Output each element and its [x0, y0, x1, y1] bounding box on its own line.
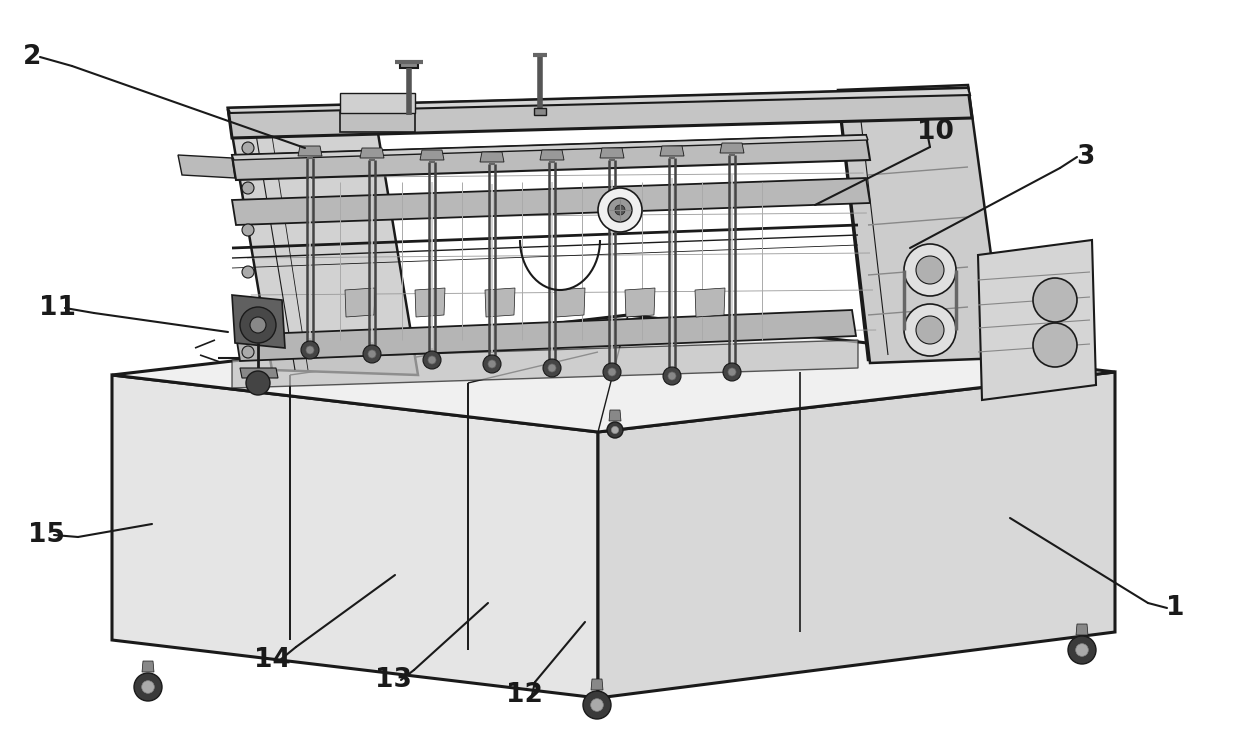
Circle shape [368, 350, 376, 358]
Circle shape [246, 371, 270, 395]
Text: 1: 1 [1166, 595, 1184, 621]
Polygon shape [232, 178, 870, 225]
Polygon shape [660, 146, 684, 156]
Polygon shape [232, 295, 285, 348]
Polygon shape [625, 288, 655, 317]
Circle shape [242, 346, 254, 358]
Circle shape [1033, 278, 1078, 322]
Polygon shape [600, 148, 624, 158]
Polygon shape [539, 150, 564, 160]
Circle shape [242, 182, 254, 194]
Circle shape [668, 372, 676, 380]
Polygon shape [241, 368, 278, 378]
Polygon shape [232, 135, 870, 180]
Polygon shape [1076, 624, 1087, 635]
Polygon shape [236, 310, 856, 361]
Text: 12: 12 [506, 682, 542, 708]
Text: 14: 14 [254, 647, 290, 673]
Circle shape [663, 367, 681, 385]
Polygon shape [143, 661, 154, 672]
Polygon shape [720, 143, 744, 153]
Circle shape [548, 364, 556, 372]
Polygon shape [228, 88, 972, 138]
Circle shape [916, 316, 944, 344]
Circle shape [904, 304, 956, 356]
Polygon shape [534, 108, 546, 115]
Polygon shape [401, 62, 418, 68]
Circle shape [301, 341, 319, 359]
Circle shape [1033, 323, 1078, 367]
Polygon shape [112, 375, 598, 698]
Text: 15: 15 [27, 522, 64, 548]
Circle shape [916, 256, 944, 284]
Circle shape [598, 188, 642, 232]
Polygon shape [228, 88, 970, 113]
Text: 11: 11 [38, 295, 76, 321]
Polygon shape [694, 288, 725, 317]
Polygon shape [179, 155, 236, 178]
Polygon shape [360, 148, 384, 158]
Circle shape [242, 266, 254, 278]
Circle shape [723, 363, 742, 381]
Polygon shape [232, 135, 868, 160]
Circle shape [611, 426, 619, 434]
Polygon shape [591, 679, 603, 690]
Polygon shape [232, 340, 858, 388]
Polygon shape [978, 240, 1096, 400]
Circle shape [590, 699, 604, 711]
Polygon shape [228, 110, 418, 375]
Text: 10: 10 [916, 119, 954, 145]
Circle shape [728, 368, 737, 376]
Circle shape [543, 359, 560, 377]
Polygon shape [298, 146, 322, 156]
Polygon shape [838, 90, 999, 360]
Polygon shape [838, 85, 1004, 363]
Circle shape [484, 355, 501, 373]
Circle shape [904, 244, 956, 296]
Polygon shape [480, 152, 503, 162]
Polygon shape [556, 288, 585, 317]
Circle shape [489, 360, 496, 368]
Circle shape [242, 224, 254, 236]
Polygon shape [340, 93, 415, 113]
Circle shape [241, 307, 277, 343]
Circle shape [1076, 644, 1089, 656]
Circle shape [306, 346, 314, 354]
Polygon shape [345, 288, 374, 317]
Circle shape [363, 345, 381, 363]
Circle shape [615, 205, 625, 215]
Circle shape [134, 673, 162, 701]
Circle shape [250, 317, 267, 333]
Polygon shape [609, 410, 621, 421]
Circle shape [608, 422, 622, 438]
Circle shape [141, 681, 154, 693]
Circle shape [608, 198, 632, 222]
Text: 2: 2 [22, 44, 41, 70]
Polygon shape [112, 315, 1115, 432]
Polygon shape [598, 372, 1115, 698]
Circle shape [1068, 636, 1096, 664]
Text: 3: 3 [1076, 144, 1094, 170]
Polygon shape [340, 112, 415, 132]
Circle shape [608, 368, 616, 376]
Polygon shape [420, 150, 444, 160]
Circle shape [423, 351, 441, 369]
Circle shape [583, 691, 611, 719]
Circle shape [242, 142, 254, 154]
Circle shape [428, 356, 436, 364]
Text: 13: 13 [374, 667, 412, 693]
Polygon shape [415, 288, 445, 317]
Circle shape [603, 363, 621, 381]
Polygon shape [485, 288, 515, 317]
Circle shape [242, 308, 254, 320]
